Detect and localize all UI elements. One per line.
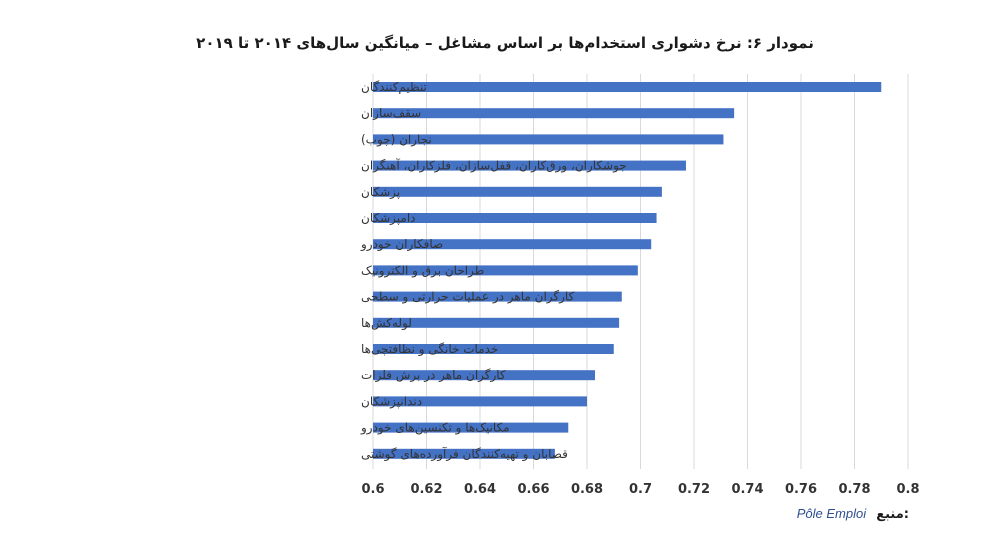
category-label: طراحان برق و الکترونیک — [361, 263, 484, 278]
bar — [373, 82, 882, 92]
source-label: منبع: — [876, 507, 909, 522]
x-tick-label: 0.68 — [571, 482, 603, 497]
category-label: کارگران ماهر در عملیات حرارتی و سطحی — [361, 290, 575, 305]
x-axis-tick-labels: 0.6 0.62 0.64 0.66 0.68 0.7 0.72 0.74 0.76 0.78 0.… — [361, 482, 919, 497]
x-tick-label: 0.78 — [838, 482, 870, 497]
x-tick-label: 0.8 — [896, 482, 919, 497]
category-label: کارگران ماهر در برش فلزات — [361, 368, 506, 383]
category-label: قصابان و تهیه‌کنندگان فرآورده‌های گوشتی — [361, 446, 568, 462]
category-label: خدمات خانگی و نظافتچی‌ها — [361, 342, 498, 357]
bar — [373, 344, 614, 354]
category-label: دندانپزشکان — [361, 394, 422, 409]
bars — [373, 82, 882, 459]
category-label: دامپزشکان — [361, 211, 416, 226]
category-label: سقف‌سازان — [361, 106, 421, 121]
bar — [373, 396, 587, 407]
bar — [373, 317, 620, 328]
x-tick-label: 0.62 — [410, 482, 442, 497]
x-tick-label: 0.64 — [464, 482, 496, 497]
bar — [373, 265, 638, 276]
bar — [373, 422, 569, 433]
bar — [373, 186, 662, 197]
category-label: پزشکان — [361, 185, 400, 200]
chart-title: نمودار ۶: نرخ دشواری استخدام‌ها بر اساس … — [196, 34, 814, 52]
bar — [373, 134, 724, 145]
bar — [373, 160, 686, 171]
category-label: نجاران (چوب) — [361, 132, 432, 147]
bar — [373, 291, 622, 302]
category-label: تنظیم‌کنندگان — [361, 80, 427, 94]
bar — [373, 213, 657, 223]
x-tick-label: 0.76 — [785, 482, 817, 497]
x-tick-label: 0.74 — [731, 482, 763, 497]
category-labels: تنظیم‌کنندگان سقف‌سازان نجاران (چوب) جوشکار… — [360, 80, 627, 462]
bar — [373, 239, 652, 250]
x-tick-label: 0.6 — [361, 482, 384, 497]
bar — [373, 448, 555, 459]
category-label: جوشکاران، ورق‌کاران، قفل‌سازان، فلزکاران… — [361, 158, 627, 174]
bar — [373, 108, 735, 119]
x-tick-label: 0.72 — [678, 482, 710, 497]
source-note: Pôle Emploi منبع: — [797, 506, 909, 522]
category-label: صافکاران خودرو — [360, 237, 443, 252]
source-value: Pôle Emploi — [796, 506, 867, 521]
x-tick-label: 0.66 — [517, 482, 549, 497]
category-label: لوله‌کش‌ها — [361, 316, 412, 331]
bar — [373, 370, 596, 381]
category-label: مکانیک‌ها و تکنسین‌های خودرو — [360, 421, 510, 436]
x-tick-label: 0.7 — [629, 482, 652, 497]
